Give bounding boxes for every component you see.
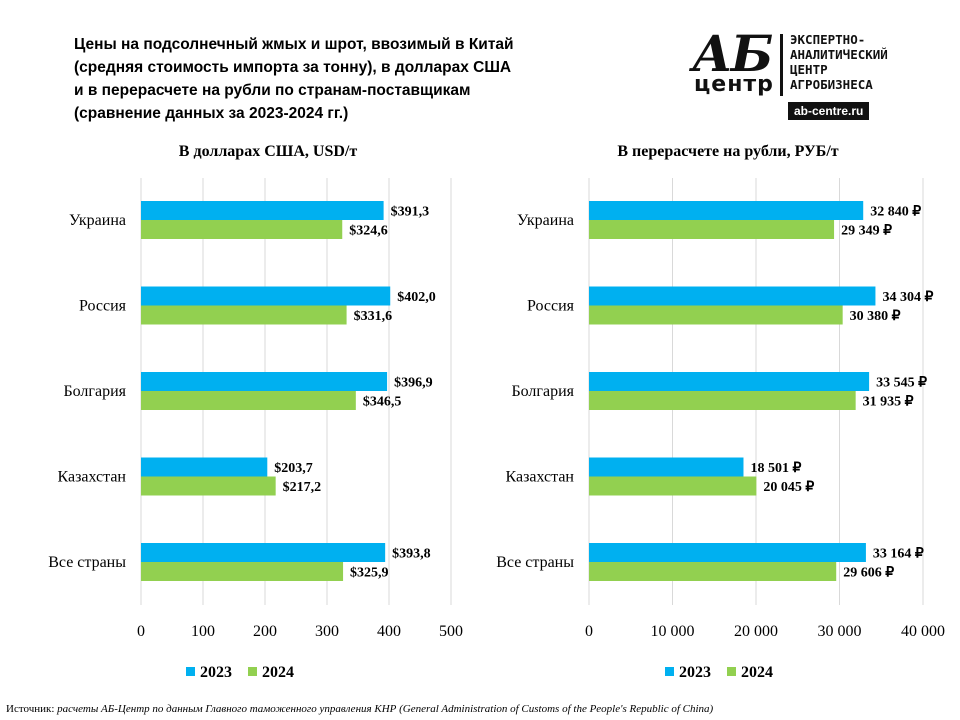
chart-2-x-tick-label: 10 000 (651, 623, 695, 640)
chart-1-data-label-2023: $402,0 (397, 290, 436, 305)
chart-2-bar-2023 (589, 457, 744, 477)
logo-divider (780, 34, 783, 96)
chart-1-bar-2023 (141, 457, 268, 477)
chart-1-legend-swatch-2023 (186, 667, 195, 676)
chart-2-category-label: Все страны (496, 554, 574, 571)
chart-2-data-label-2023: 18 501 ₽ (750, 461, 801, 476)
chart-2-x-tick-label: 30 000 (818, 623, 862, 640)
chart-1-category-label: Украина (69, 212, 126, 229)
logo-url[interactable]: ab-centre.ru (788, 102, 870, 120)
logo-desc-line-4: АГРОБИЗНЕСА (790, 77, 873, 92)
chart-1-bar-2023 (141, 543, 386, 562)
chart-1-category-label: Россия (79, 298, 127, 315)
chart-1-data-label-2024: $331,6 (354, 309, 393, 324)
chart-2-data-label-2024: 20 045 ₽ (763, 480, 814, 495)
chart-2-bar-2023 (589, 201, 864, 220)
chart-2-data-label-2024: 29 606 ₽ (843, 566, 894, 581)
chart-2-data-label-2024: 29 349 ₽ (841, 224, 892, 239)
title-line-2: (средняя стоимость импорта за тонну), в … (74, 59, 512, 76)
chart-1-bar-2024 (141, 476, 276, 496)
chart-2-x-tick-label: 20 000 (734, 623, 778, 640)
chart-2-legend-swatch-2023 (665, 667, 674, 676)
title-line-4: (сравнение данных за 2023-2024 гг.) (74, 105, 349, 122)
chart-1-title: В долларах США, USD/т (179, 143, 358, 160)
chart-2-legend-swatch-2024 (727, 667, 736, 676)
source-label: Источник: (6, 703, 55, 715)
chart-1-x-tick-label: 500 (439, 623, 463, 640)
logo-mark-top: АБ (692, 24, 773, 83)
chart-2-bar-2023 (589, 372, 870, 391)
logo-desc-line-1: ЭКСПЕРТНО- (790, 32, 866, 47)
chart-1-bar-2024 (141, 305, 347, 325)
chart-1-x-tick-label: 300 (315, 623, 339, 640)
chart-2-bar-2024 (589, 476, 757, 496)
logo-description: ЭКСПЕРТНО- АНАЛИТИЧЕСКИЙ ЦЕНТР АГРОБИЗНЕ… (790, 32, 888, 92)
chart-2-category-label: Болгария (511, 383, 574, 400)
chart-1-data-label-2023: $396,9 (394, 376, 433, 391)
chart-1-bar-2024 (141, 391, 356, 410)
chart-2-bar-2024 (589, 220, 835, 239)
chart-1-bar-2023 (141, 286, 391, 306)
logo-desc-line-2: АНАЛИТИЧЕСКИЙ (790, 47, 888, 62)
chart-2-legend-label-2023: 2023 (679, 664, 711, 681)
chart-1-data-label-2023: $393,8 (392, 547, 431, 562)
ab-centre-logo: АБ центр ЭКСПЕРТНО- АНАЛИТИЧЕСКИЙ ЦЕНТР … (688, 24, 938, 123)
chart-2-bar-2023 (589, 286, 876, 306)
chart-1-data-label-2023: $391,3 (391, 205, 430, 220)
chart-1-x-tick-label: 0 (137, 623, 145, 640)
chart-1-data-label-2024: $325,9 (350, 566, 389, 581)
chart-2-title: В перерасчете на рубли, РУБ/т (617, 143, 838, 160)
chart-2-bar-2023 (589, 543, 866, 562)
chart-2-data-label-2023: 33 164 ₽ (873, 547, 924, 562)
chart-2-data-label-2023: 32 840 ₽ (870, 205, 921, 220)
chart-2-data-label-2024: 30 380 ₽ (850, 309, 901, 324)
chart-1-x-tick-label: 400 (377, 623, 401, 640)
chart-1-bar-2024 (141, 220, 343, 239)
title-line-3: и в перерасчете на рубли по странам-пост… (74, 82, 471, 99)
chart-2-data-label-2023: 34 304 ₽ (882, 290, 933, 305)
source-note: Источник: расчеты АБ-Центр по данным Гла… (6, 703, 713, 715)
chart-1-data-label-2024: $324,6 (349, 224, 388, 239)
chart-1-legend-label-2023: 2023 (200, 664, 232, 681)
chart-1-data-label-2024: $346,5 (363, 395, 402, 410)
chart-2-category-label: Украина (517, 212, 574, 229)
chart-1-category-label: Болгария (63, 383, 126, 400)
chart-1-bar-2023 (141, 201, 384, 220)
charts-canvas: В долларах США, USD/т 0 100 200 300 400 500 Укр… (48, 143, 945, 681)
chart-2-legend-label-2024: 2024 (741, 664, 773, 681)
title-line-1: Цены на подсолнечный жмых и шрот, ввозим… (74, 36, 514, 53)
logo-desc-line-3: ЦЕНТР (790, 62, 828, 77)
chart-2-bar-2024 (589, 305, 843, 325)
chart-2-data-label-2024: 31 935 ₽ (863, 395, 914, 410)
chart-2-category-label: Россия (527, 298, 575, 315)
chart-1-legend-swatch-2024 (248, 667, 257, 676)
chart-1-legend-label-2024: 2024 (262, 664, 294, 681)
chart-1-x-tick-label: 100 (191, 623, 215, 640)
chart-1-data-label-2023: $203,7 (274, 461, 313, 476)
chart-1-category-label: Все страны (48, 554, 126, 571)
chart-1-bar-2024 (141, 562, 344, 581)
chart-2-bar-2024 (589, 562, 837, 581)
page-title: Цены на подсолнечный жмых и шрот, ввозим… (74, 33, 574, 125)
chart-2-category-label: Казахстан (506, 469, 575, 486)
chart-1-data-label-2024: $217,2 (283, 480, 322, 495)
chart-1-category-label: Казахстан (58, 469, 127, 486)
chart-2-x-tick-label: 0 (585, 623, 593, 640)
chart-2-data-label-2023: 33 545 ₽ (876, 376, 927, 391)
logo-mark-bottom: центр (694, 72, 774, 97)
chart-2-bar-2024 (589, 391, 856, 410)
chart-2-x-tick-label: 40 000 (901, 623, 945, 640)
source-text: расчеты АБ-Центр по данным Главного тамо… (54, 703, 714, 715)
chart-1-bar-2023 (141, 372, 388, 391)
chart-1-x-tick-label: 200 (253, 623, 277, 640)
